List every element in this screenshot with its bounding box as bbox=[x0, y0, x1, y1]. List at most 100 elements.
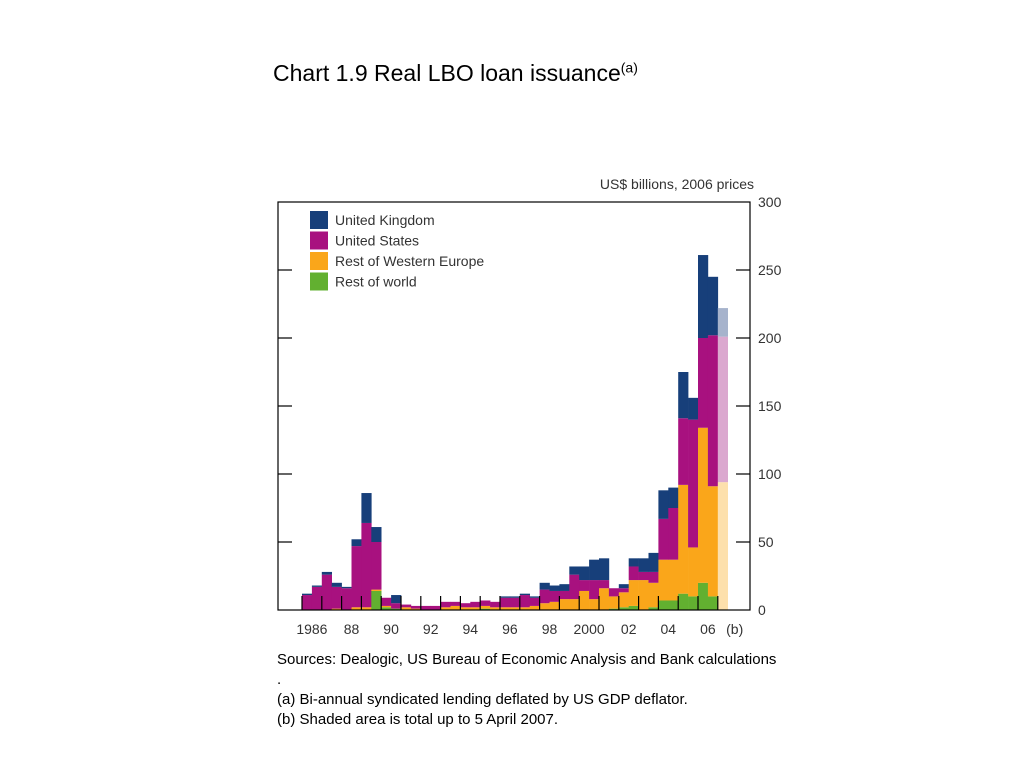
bar-35-series-0 bbox=[648, 607, 659, 610]
bar-3-series-2 bbox=[331, 586, 342, 609]
bar-29-series-1 bbox=[589, 599, 600, 610]
bar-39-series-3 bbox=[688, 397, 699, 420]
bar-24-series-2 bbox=[539, 589, 550, 604]
chart-notes: Sources: Dealogic, US Bureau of Economic… bbox=[277, 650, 776, 730]
y-tick-label-3: 150 bbox=[758, 398, 782, 414]
bar-2-series-3 bbox=[321, 571, 332, 575]
bar-23-series-3 bbox=[529, 596, 540, 598]
bar-28-series-2 bbox=[579, 580, 590, 591]
bar-16-series-1 bbox=[460, 607, 471, 610]
bar-20-series-1 bbox=[500, 607, 511, 610]
bar-7-series-3 bbox=[371, 527, 382, 542]
bar-36-series-0 bbox=[658, 600, 669, 610]
bar-12-series-2 bbox=[420, 605, 431, 610]
bar-42-series-1 bbox=[717, 482, 728, 610]
bar-1-series-2 bbox=[311, 586, 323, 610]
bar-39-series-0 bbox=[688, 596, 699, 610]
bar-22-series-3 bbox=[519, 593, 530, 596]
bar-7-series-2 bbox=[371, 542, 382, 590]
bar-11-series-1 bbox=[410, 608, 422, 610]
footnote-a: (a) Bi-annual syndicated lending deflate… bbox=[277, 691, 688, 708]
bar-7-series-1 bbox=[371, 589, 382, 591]
bar-33-series-1 bbox=[628, 580, 639, 606]
legend-swatch-0 bbox=[310, 211, 328, 229]
bar-21-series-1 bbox=[509, 607, 521, 610]
bar-22-series-2 bbox=[519, 595, 530, 608]
bar-28-series-1 bbox=[579, 590, 590, 610]
bar-10-series-2 bbox=[401, 604, 412, 608]
slide-title-text: Chart 1.9 Real LBO loan issuance bbox=[273, 60, 621, 86]
bar-21-series-2 bbox=[509, 597, 521, 608]
bar-35-series-2 bbox=[648, 571, 659, 583]
bar-19-series-2 bbox=[490, 601, 501, 608]
bar-38-series-0 bbox=[678, 593, 689, 610]
bar-8-series-0 bbox=[381, 607, 392, 610]
bar-24-series-3 bbox=[539, 582, 550, 590]
bar-6-series-3 bbox=[361, 493, 372, 523]
bar-18-series-0 bbox=[480, 608, 491, 610]
bar-20-series-2 bbox=[500, 597, 511, 608]
bar-21-series-3 bbox=[509, 596, 521, 598]
bar-22-series-1 bbox=[519, 607, 530, 610]
bar-33-series-0 bbox=[628, 605, 639, 610]
x-tick-label-6: 98 bbox=[542, 621, 558, 637]
bar-26-series-3 bbox=[559, 584, 570, 591]
bar-18-series-1 bbox=[480, 605, 491, 609]
bar-25-series-2 bbox=[549, 590, 560, 602]
bar-34-series-3 bbox=[638, 558, 649, 572]
bar-37-series-0 bbox=[668, 600, 679, 610]
bar-5-series-2 bbox=[351, 546, 362, 608]
bar-30-series-1 bbox=[599, 588, 610, 610]
x-tick-label-8: 02 bbox=[621, 621, 637, 637]
y-tick-label-5: 50 bbox=[758, 534, 774, 550]
bar-32-series-0 bbox=[618, 607, 629, 610]
bar-29-series-3 bbox=[589, 559, 600, 581]
bar-30-series-3 bbox=[599, 558, 610, 581]
x-tick-label-1: 88 bbox=[344, 621, 360, 637]
bar-24-series-1 bbox=[539, 603, 550, 610]
bar-31-series-0 bbox=[608, 608, 620, 610]
bar-19-series-1 bbox=[490, 607, 501, 610]
bar-41-series-3 bbox=[707, 276, 719, 336]
bar-10-series-1 bbox=[401, 607, 412, 610]
bar-17-series-1 bbox=[470, 607, 481, 610]
x-tick-label-0: 1986 bbox=[296, 621, 327, 637]
bar-39-series-1 bbox=[688, 547, 699, 597]
legend-label-2: Rest of Western Europe bbox=[335, 253, 484, 269]
bar-9-series-2 bbox=[391, 603, 402, 609]
legend-label-0: United Kingdom bbox=[335, 212, 435, 228]
legend-swatch-1 bbox=[310, 231, 328, 250]
bar-34-series-1 bbox=[638, 580, 649, 610]
bar-41-series-1 bbox=[707, 486, 719, 597]
bar-41-series-2 bbox=[707, 335, 719, 487]
bar-11-series-2 bbox=[410, 605, 422, 609]
bar-18-series-2 bbox=[480, 600, 491, 606]
bar-32-series-2 bbox=[618, 588, 629, 593]
bar-27-series-1 bbox=[569, 599, 580, 610]
bar-8-series-1 bbox=[381, 605, 392, 608]
bar-41-series-0 bbox=[707, 596, 719, 610]
bar-8-series-2 bbox=[381, 597, 392, 606]
slide-title-superscript: (a) bbox=[620, 59, 638, 76]
bar-28-series-3 bbox=[579, 566, 590, 581]
bar-15-series-2 bbox=[450, 601, 461, 606]
x-tick-label-7: 2000 bbox=[574, 621, 605, 637]
bar-42-series-3 bbox=[717, 308, 728, 337]
bar-32-series-1 bbox=[618, 592, 629, 608]
bar-9-series-0 bbox=[391, 608, 402, 610]
y-tick-label-2: 200 bbox=[758, 330, 782, 346]
legend-swatch-2 bbox=[310, 252, 328, 270]
lbo-issuance-chart: 300 250 200 150 100 50 0 US$ billions, 2006 pri… bbox=[277, 176, 782, 637]
bar-2-series-2 bbox=[321, 574, 332, 610]
bar-5-series-3 bbox=[351, 539, 362, 547]
bar-40-series-0 bbox=[698, 582, 709, 610]
legend-label-1: United States bbox=[335, 233, 419, 249]
bar-15-series-1 bbox=[450, 605, 461, 610]
bar-26-series-2 bbox=[559, 590, 570, 600]
bar-34-series-2 bbox=[638, 571, 649, 581]
bar-6-series-2 bbox=[361, 522, 372, 608]
x-tick-label-5: 96 bbox=[502, 621, 518, 637]
bar-38-series-2 bbox=[678, 418, 689, 485]
x-tick-label-4: 94 bbox=[463, 621, 479, 637]
slide-title: Chart 1.9 Real LBO loan issuance(a) bbox=[273, 60, 638, 87]
